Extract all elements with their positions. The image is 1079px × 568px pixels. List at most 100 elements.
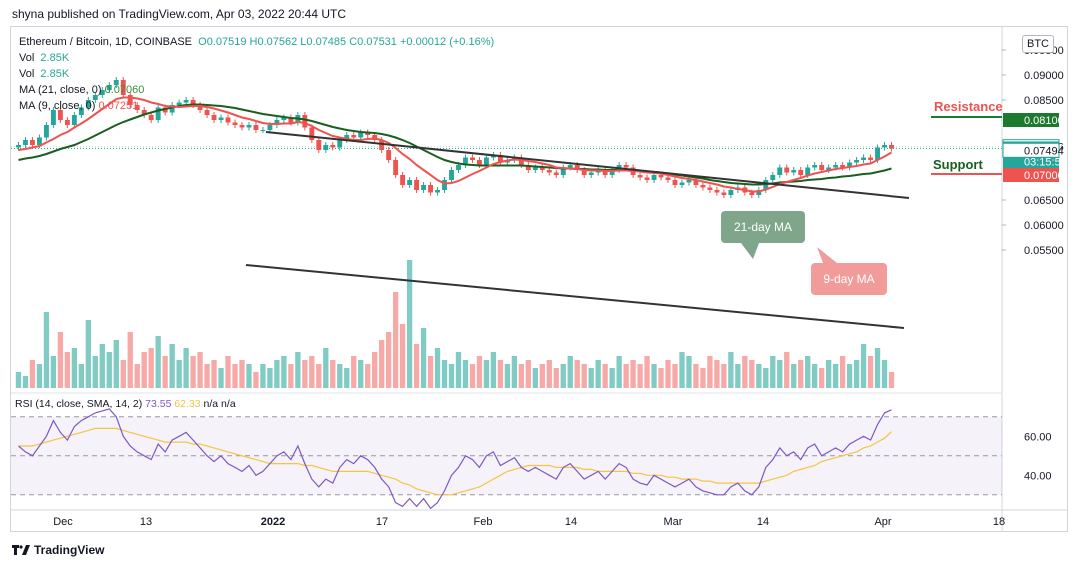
volume-bar [190, 356, 196, 388]
price-label-text: 0.07000 [1024, 170, 1064, 182]
legend-vol1[interactable]: Vol 2.85K [19, 51, 69, 65]
volume-bar [225, 356, 231, 388]
volume-bar [756, 364, 762, 388]
candle [644, 177, 650, 180]
candle [400, 175, 406, 185]
volume-bar [413, 344, 420, 388]
candle [78, 107, 84, 115]
candle [302, 115, 308, 128]
candle [190, 100, 196, 105]
candle [218, 117, 224, 120]
candle [819, 165, 825, 170]
volume-bar [581, 364, 587, 388]
candle [85, 100, 91, 108]
volume-bar [867, 356, 874, 388]
candle [379, 140, 385, 150]
x-tick-label: Apr [874, 516, 891, 528]
candle [204, 110, 210, 115]
candle [323, 145, 329, 150]
volume-bar [742, 356, 748, 388]
candle [581, 170, 587, 175]
candle [854, 160, 860, 163]
ma9-value: 0.07251 [98, 100, 139, 112]
volume-bar [232, 364, 238, 388]
candle [64, 120, 70, 125]
chart-frame[interactable]: 0.095000.090000.085000.065000.060000.055… [10, 26, 1068, 532]
candle [546, 170, 552, 173]
volume-bar [22, 376, 29, 388]
volume-bar [825, 360, 832, 388]
candle [141, 110, 147, 115]
footer-brand-label: TradingView [34, 543, 105, 557]
candle [267, 125, 273, 130]
volume-bar [127, 332, 133, 388]
price-label: 03:15:50 [1003, 154, 1067, 169]
legend-vol2[interactable]: Vol 2.85K [19, 67, 69, 81]
price-label-bg [1003, 154, 1059, 169]
candle [861, 157, 867, 160]
candle [316, 140, 322, 150]
volume-bar [218, 368, 224, 388]
currency-button[interactable]: BTC [1022, 35, 1054, 53]
ma21-label: MA (21, close, 0) [19, 84, 102, 96]
ma9-line [18, 96, 892, 193]
candle [288, 117, 294, 123]
volume-bar [448, 364, 455, 388]
volume-bar [860, 344, 867, 388]
volume-bar [197, 352, 203, 388]
candle [71, 115, 77, 125]
volume-bar [546, 360, 552, 388]
volume-bar [113, 340, 119, 388]
legend-ma9[interactable]: MA (9, close, 0) 0.07251 [19, 99, 138, 113]
legend-ma21[interactable]: MA (21, close, 0) 0.07060 [19, 83, 144, 97]
volume-bar [141, 352, 147, 388]
footer-brand[interactable]: TradingView [12, 543, 104, 557]
volume-bar [372, 352, 378, 388]
x-tick-label: Dec [53, 516, 73, 528]
candle [414, 180, 420, 190]
volume-bar [427, 356, 434, 388]
vol1-value: 2.85K [40, 52, 70, 64]
candle [477, 160, 482, 165]
volume-bar [853, 360, 860, 388]
volume-bar [337, 364, 343, 388]
price-label-bg [1002, 142, 1060, 158]
candle [442, 180, 447, 190]
volume-bar [15, 372, 22, 388]
volume-bar [85, 320, 91, 388]
candle [92, 95, 98, 100]
volume-bar [623, 364, 629, 388]
legend-symbol[interactable]: Ethereum / Bitcoin, 1D, COINBASE [19, 36, 193, 48]
candle [777, 167, 783, 175]
candle [16, 145, 21, 148]
candle [805, 167, 811, 175]
volume-bar [805, 356, 811, 388]
volume-bar [323, 348, 329, 388]
volume-bar [358, 360, 364, 388]
candle [246, 125, 252, 128]
volume-bar [50, 356, 57, 388]
volume-bar [518, 364, 525, 388]
price-label: 0.07000 [1003, 168, 1064, 182]
candle [700, 185, 706, 188]
candle [197, 105, 203, 110]
candle [428, 185, 433, 193]
candle [784, 167, 790, 173]
chart-canvas[interactable]: 0.095000.090000.085000.065000.060000.055… [11, 27, 1067, 531]
candle [609, 170, 615, 175]
volume-bar [560, 364, 566, 388]
volume-bar [574, 360, 580, 388]
candle [281, 117, 287, 120]
volume-bar [679, 352, 685, 388]
candle [693, 180, 699, 185]
price-label-text: 0.08100 [1024, 115, 1064, 127]
candle [225, 117, 231, 123]
legend-rsi[interactable]: RSI (14, close, SMA, 14, 2) 73.55 62.33 … [15, 397, 236, 411]
candle [127, 95, 133, 105]
candle [812, 165, 818, 168]
y-tick-label: 0.06500 [1024, 195, 1064, 207]
volume-bar [260, 364, 266, 388]
tradingview-logo-icon [12, 545, 30, 555]
candle [23, 140, 28, 145]
candle [532, 167, 538, 170]
